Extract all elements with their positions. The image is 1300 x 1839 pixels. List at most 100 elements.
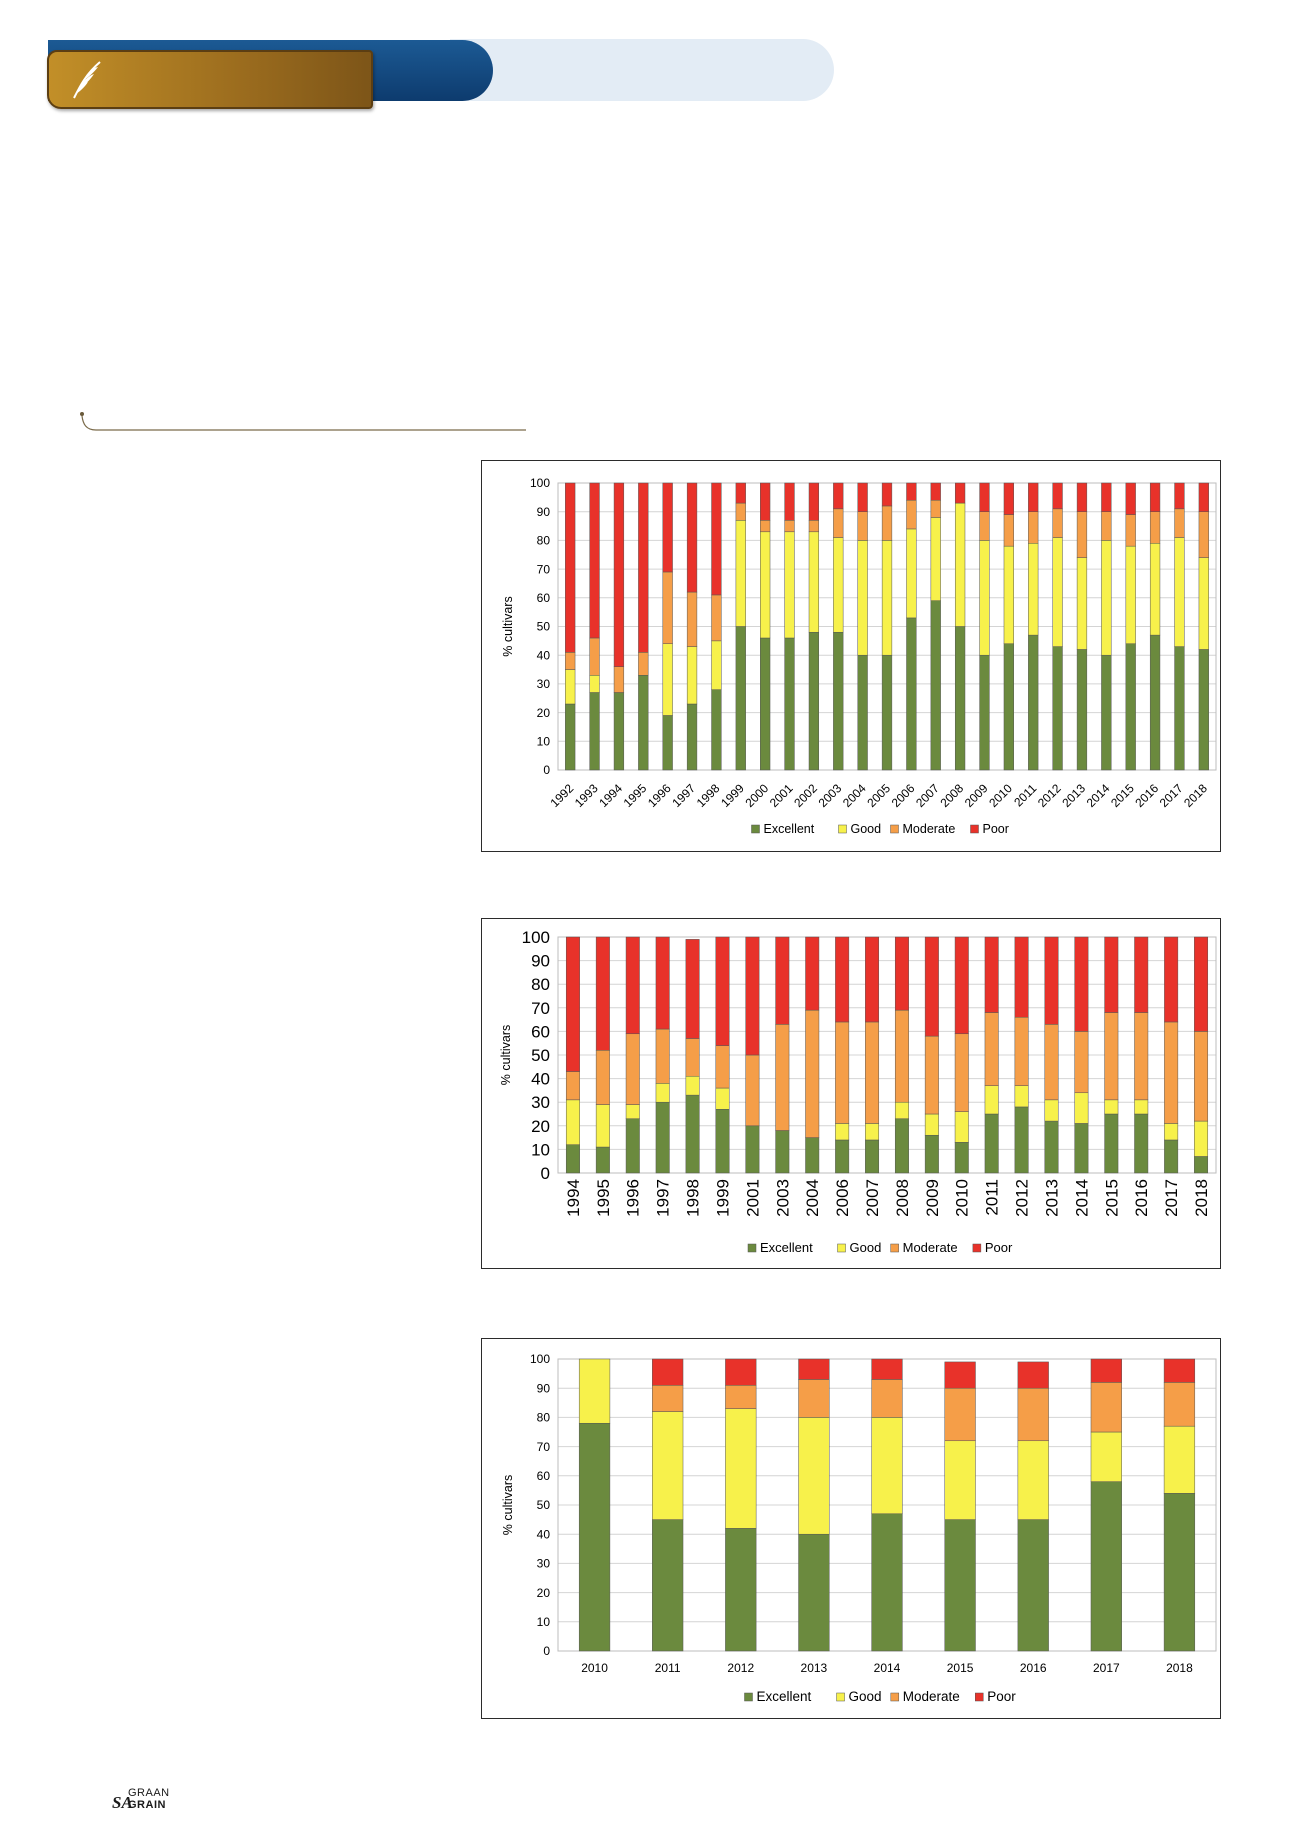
bar-poor-2016 [1134,936,1149,1013]
bar-poor-2008 [954,482,966,504]
bar-moderate-2018 [1198,511,1209,558]
bar-good-2013 [798,1417,830,1535]
x-tick-label: 1999 [713,1179,732,1217]
bar-poor-2012 [1014,936,1029,1018]
x-tick-label: 1999 [718,781,747,810]
bar-excellent-2006 [835,1139,850,1174]
bar-poor-2000 [760,482,771,521]
x-tick-label: 2006 [889,781,918,810]
legend-label-moderate: Moderate [903,822,956,836]
bar-poor-2010 [954,936,969,1035]
y-tick-label: 90 [531,952,550,971]
y-tick-label: 20 [537,1586,551,1600]
y-tick-label: 50 [537,1498,551,1512]
bar-excellent-2010 [1003,643,1014,771]
bar-excellent-2015 [1125,643,1136,771]
x-tick-label: 2004 [840,781,869,810]
bar-good-2002 [808,531,820,633]
bar-excellent-2005 [881,654,893,771]
legend-label-good: Good [849,1689,882,1704]
legend-label-moderate: Moderate [903,1689,960,1704]
bar-poor-2013 [1044,936,1059,1025]
x-tick-label: 2009 [923,1179,942,1217]
x-tick-label: 2017 [1093,1661,1120,1675]
bar-moderate-1999 [715,1045,730,1089]
bar-poor-2016 [1017,1361,1049,1389]
bar-poor-2011 [984,936,999,1013]
y-tick-label: 20 [537,706,551,720]
bar-good-2017 [1174,537,1185,647]
bar-good-1992 [565,669,576,705]
y-tick-label: 100 [530,476,550,490]
bar-poor-1998 [711,482,722,596]
bar-excellent-2004 [857,654,868,771]
bar-moderate-2016 [1149,511,1161,544]
bar-moderate-2007 [930,499,941,518]
bar-good-1996 [662,643,673,716]
bar-good-1999 [735,520,746,627]
bar-moderate-1996 [625,1033,640,1105]
bar-excellent-1994 [613,692,625,771]
x-tick-label: 1997 [654,1179,673,1217]
bar-excellent-2013 [1076,649,1088,771]
legend-swatch-good [838,824,847,834]
bar-moderate-2014 [871,1379,903,1418]
y-tick-label: 70 [537,562,551,576]
bar-excellent-2014 [1101,654,1112,771]
bar-excellent-2008 [954,626,966,771]
bar-poor-2009 [924,936,939,1037]
bar-excellent-2008 [894,1118,909,1174]
chart-3: 0 10 20 30 40 50 60 70 80 90 100 % cultivars 2010 201… [481,1338,1221,1719]
bar-excellent-1997 [655,1101,670,1174]
bar-poor-2001 [784,482,795,521]
x-tick-label: 2017 [1162,1179,1181,1217]
x-tick-label: 1995 [621,781,650,810]
bar-moderate-2000 [760,520,771,533]
y-tick-label: 10 [537,735,551,749]
bar-good-1997 [655,1083,670,1103]
bar-moderate-2015 [1125,514,1136,547]
bar-excellent-2001 [745,1125,760,1174]
bar-excellent-1995 [595,1146,610,1174]
bar-moderate-2018 [1163,1382,1196,1427]
y-tick-label: 40 [531,1070,550,1089]
bar-poor-2016 [1149,482,1161,512]
legend-label-excellent: Excellent [764,822,815,836]
y-tick-label: 0 [541,1164,550,1183]
bar-moderate-2006 [906,499,917,530]
bar-excellent-2010 [578,1422,611,1652]
bar-moderate-1995 [595,1050,610,1105]
x-tick-label: 2017 [1157,781,1186,810]
bar-good-2018 [1198,557,1209,650]
x-tick-label: 2014 [874,1661,901,1675]
bar-poor-2003 [775,936,790,1025]
legend-swatch-poor [972,1243,982,1253]
bar-moderate-2001 [745,1054,760,1127]
x-tick-label: 2010 [986,781,1015,810]
bar-good-2013 [1076,557,1088,650]
x-tick-label: 2013 [1042,1179,1061,1217]
y-tick-label: 20 [531,1117,550,1136]
x-tick-label: 1998 [684,1179,703,1217]
bar-good-2005 [881,540,893,656]
bar-poor-2001 [745,936,760,1056]
y-tick-label: 40 [537,1527,551,1541]
bar-poor-2015 [944,1361,976,1389]
bar-moderate-2016 [1017,1387,1049,1442]
x-tick-label: 1992 [548,781,577,810]
bar-poor-2005 [881,482,893,507]
bar-excellent-2017 [1174,646,1185,771]
bar-good-1994 [565,1099,580,1145]
bar-poor-2004 [857,482,868,512]
logo-grain: GRAIN [128,1799,166,1811]
bar-poor-2006 [906,482,917,501]
x-tick-label: 2015 [1108,781,1137,810]
bar-good-2006 [835,1123,850,1141]
bar-poor-2017 [1090,1358,1122,1383]
bar-poor-2018 [1198,482,1209,512]
x-tick-label: 2012 [727,1661,754,1675]
bar-moderate-2009 [924,1035,939,1115]
bar-moderate-2011 [652,1385,684,1412]
bar-good-2010 [954,1111,969,1143]
x-tick-label: 2010 [581,1661,608,1675]
